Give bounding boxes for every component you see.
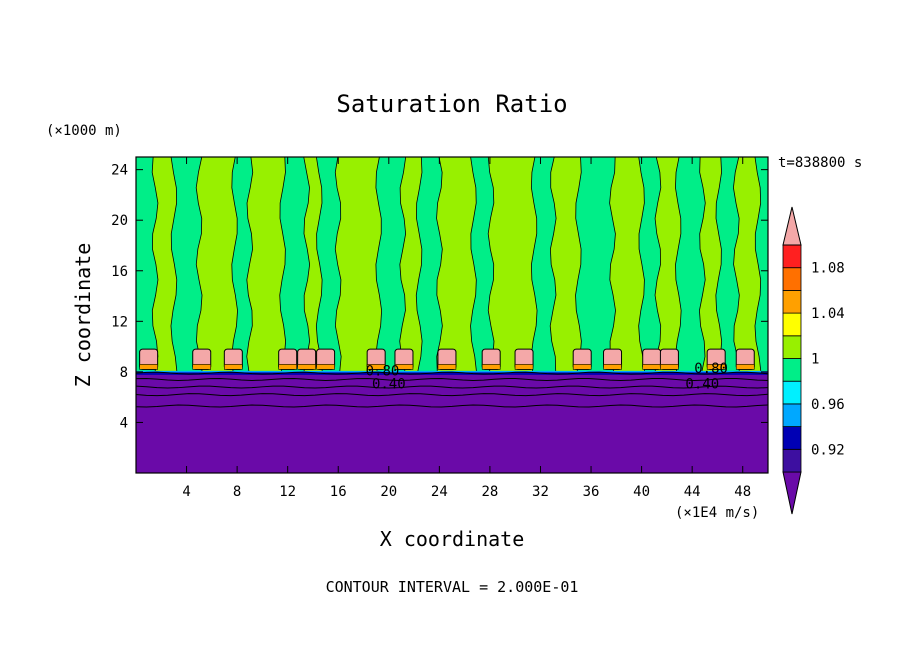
- x-tick-label: 20: [380, 484, 397, 500]
- colorbar-arrow-low: [782, 471, 802, 515]
- x-tick-label: 16: [330, 484, 347, 500]
- field-plume: [303, 157, 323, 373]
- x-axis-label: X coordinate: [380, 527, 525, 551]
- contour-line: [136, 404, 768, 408]
- y-tick-label: 16: [111, 264, 128, 280]
- plot-frame: [135, 156, 769, 474]
- cloud-blob-base: [366, 363, 386, 370]
- field-plume: [654, 157, 682, 373]
- y-tick-label: 12: [111, 314, 128, 330]
- x-tick-label: 44: [684, 484, 701, 500]
- cloud-blob-base: [139, 363, 158, 370]
- x-tick-label: 36: [583, 484, 600, 500]
- x-unit-label: (×1E4 m/s): [675, 505, 759, 521]
- cloud-blob-base: [224, 363, 243, 370]
- field-plume: [399, 157, 423, 373]
- cloud-blob-base: [481, 363, 501, 370]
- colorbar-swatch: [782, 335, 802, 359]
- colorbar-swatch: [782, 244, 802, 269]
- x-tick-label: 40: [633, 484, 650, 500]
- colorbar-swatch: [782, 380, 802, 405]
- field-plume: [195, 157, 238, 373]
- field-transition-band: [136, 371, 768, 375]
- field-plume: [151, 157, 178, 373]
- colorbar-label: 0.92: [811, 442, 845, 458]
- cloud-blob-base: [514, 363, 534, 370]
- cloud-blob-base: [297, 363, 316, 370]
- cloud-blob-base: [735, 363, 755, 370]
- y-unit-label: (×1000 m): [46, 123, 122, 139]
- chart-title: Saturation Ratio: [336, 90, 567, 118]
- field-plume: [487, 157, 538, 373]
- colorbar-label: 1.04: [811, 306, 845, 322]
- contour-label: 0.80: [694, 361, 728, 377]
- cloud-blob-base: [278, 363, 297, 370]
- x-axis-ticks: 4 8 12 16 20 24 28 32 36 40 44 48: [182, 157, 751, 500]
- cloud-blob-base: [706, 363, 726, 370]
- field-plume: [733, 157, 762, 373]
- contour-line: [136, 385, 768, 389]
- cloud-blob-base: [642, 363, 662, 370]
- colorbar-swatch: [782, 312, 802, 337]
- cloud-blob-base: [192, 363, 212, 370]
- cloud-blob-base: [437, 363, 457, 370]
- colorbar-arrow-high: [782, 206, 802, 246]
- colorbar-swatch: [782, 358, 802, 382]
- field-plume: [334, 157, 383, 373]
- field-dry-layer: [136, 371, 768, 473]
- colorbar-label: 1.08: [811, 261, 845, 277]
- contour-label: 0.40: [372, 376, 406, 392]
- cloud-blob-base: [603, 363, 622, 370]
- contour-line: [136, 393, 768, 397]
- field-plume: [609, 157, 646, 373]
- y-axis-ticks: 4 8 12 16 20 24: [111, 163, 768, 431]
- x-tick-label: 12: [279, 484, 296, 500]
- x-tick-label: 32: [532, 484, 549, 500]
- y-tick-label: 20: [111, 213, 128, 229]
- y-tick-label: 24: [111, 163, 128, 179]
- field-plume: [246, 157, 287, 373]
- cloud-blob-base: [394, 363, 414, 370]
- colorbar-swatch: [782, 448, 802, 473]
- colorbar: 0.92 0.96 1 1.04 1.08: [782, 206, 845, 515]
- x-tick-label: 8: [233, 484, 241, 500]
- cloud-blob-base: [660, 363, 679, 370]
- y-tick-label: 4: [120, 415, 128, 431]
- colorbar-label: 0.96: [811, 397, 845, 413]
- colorbar-swatch: [782, 267, 802, 291]
- field-plume: [699, 157, 723, 373]
- colorbar-swatch: [782, 426, 802, 450]
- field-plume: [549, 157, 582, 373]
- field-transition-edge: [136, 370, 768, 373]
- contour-label: 0.40: [685, 376, 719, 392]
- contour-line: [136, 378, 768, 381]
- y-tick-label: 8: [120, 365, 128, 381]
- cloud-blob-base: [572, 363, 592, 370]
- contour-labels: 0.40 0.400.80 0.80: [366, 361, 728, 392]
- colorbar-swatch: [782, 403, 802, 427]
- x-tick-label: 24: [431, 484, 448, 500]
- x-tick-label: 48: [734, 484, 751, 500]
- contour-line: [136, 371, 768, 375]
- time-label: t=838800 s: [778, 155, 862, 171]
- cloud-blob-base: [316, 363, 335, 370]
- x-tick-label: 4: [182, 484, 190, 500]
- colorbar-label: 1: [811, 352, 819, 368]
- y-axis-label: Z coordinate: [71, 243, 95, 388]
- colorbar-swatch: [782, 289, 802, 314]
- field-plume: [436, 157, 477, 373]
- contour-interval-footer: CONTOUR INTERVAL = 2.000E-01: [326, 578, 579, 596]
- contour-label: 0.80: [366, 364, 400, 380]
- x-tick-label: 28: [481, 484, 498, 500]
